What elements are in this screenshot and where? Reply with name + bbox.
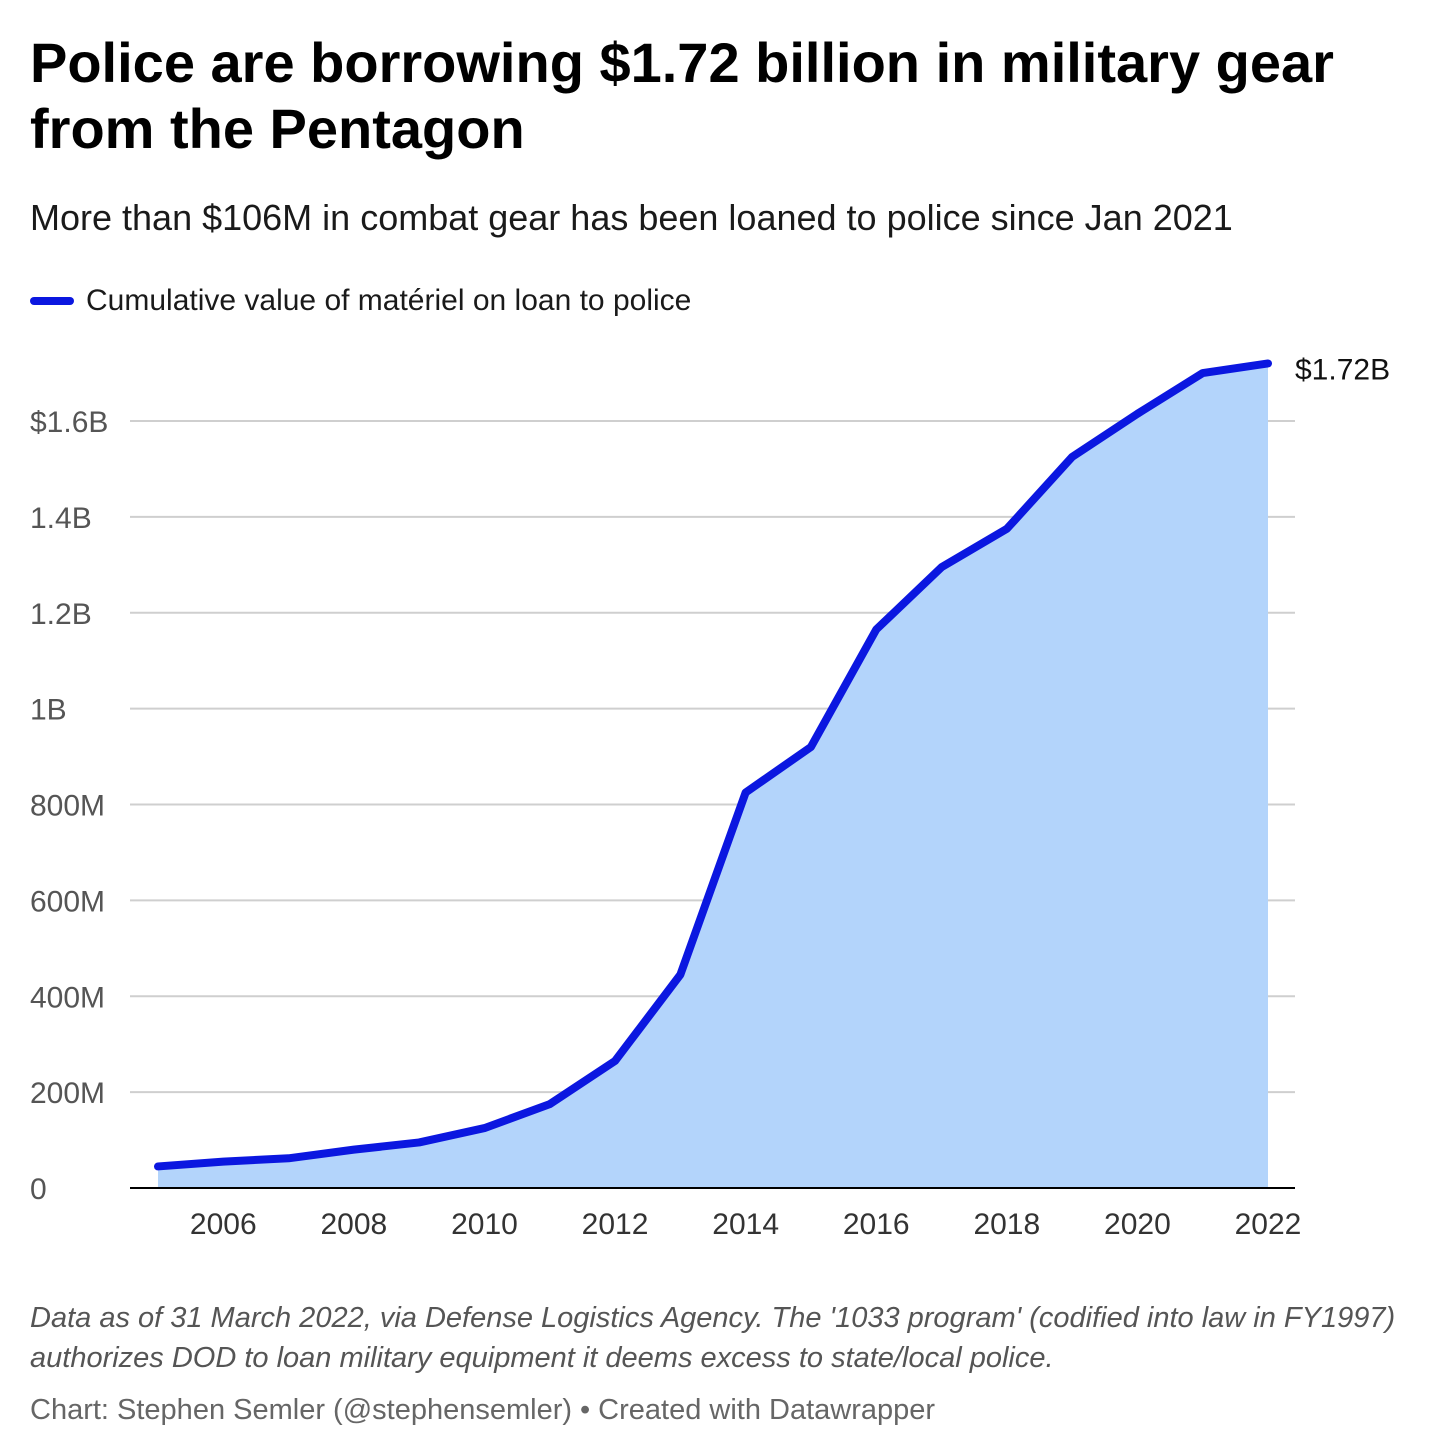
area-chart: 0 200M 400M 600M 800M 1B 1.2B 1.4B $1.6B 2006 2008… [30, 353, 1390, 1241]
end-value-label: $1.72B [1295, 353, 1390, 386]
credit-line: Chart: Stephen Semler (@stephensemler) • C… [30, 1390, 1430, 1430]
y-tick-label: 400M [30, 981, 105, 1014]
y-tick-label: 1.2B [30, 598, 92, 631]
legend-swatch [30, 297, 74, 305]
chart-subtitle: More than $106M in combat gear has been … [30, 197, 1233, 238]
credit-tool: Created with Datawrapper [598, 1394, 936, 1426]
credit-author: Chart: Stephen Semler (@stephensemler) [30, 1394, 573, 1426]
area-fill [158, 363, 1268, 1189]
y-tick-label: $1.6B [30, 406, 108, 439]
y-tick-label: 1.4B [30, 502, 92, 535]
series-line [154, 359, 1272, 1171]
chart-title: Police are borrowing $1.72 billion in mi… [30, 31, 1334, 160]
x-tick-label: 2020 [1104, 1208, 1171, 1241]
legend: Cumulative value of matériel on loan to … [30, 283, 691, 319]
x-tick-label: 2006 [190, 1208, 257, 1241]
x-tick-label: 2012 [582, 1208, 649, 1241]
credit-separator: • [580, 1394, 591, 1426]
y-tick-label: 600M [30, 885, 105, 918]
x-tick-label: 2008 [321, 1208, 388, 1241]
x-tick-label: 2010 [451, 1208, 518, 1241]
y-tick-label: 1B [30, 694, 67, 727]
legend-label: Cumulative value of matériel on loan to … [86, 284, 692, 317]
x-tick-label: 2022 [1235, 1208, 1302, 1241]
x-tick-label: 2018 [973, 1208, 1040, 1241]
x-tick-label: 2014 [712, 1208, 779, 1241]
y-tick-label: 0 [30, 1173, 47, 1206]
x-tick-label: 2016 [843, 1208, 910, 1241]
y-tick-label: 200M [30, 1077, 105, 1110]
source-note: Data as of 31 March 2022, via Defense Lo… [30, 1302, 1396, 1374]
y-tick-label: 800M [30, 790, 105, 823]
